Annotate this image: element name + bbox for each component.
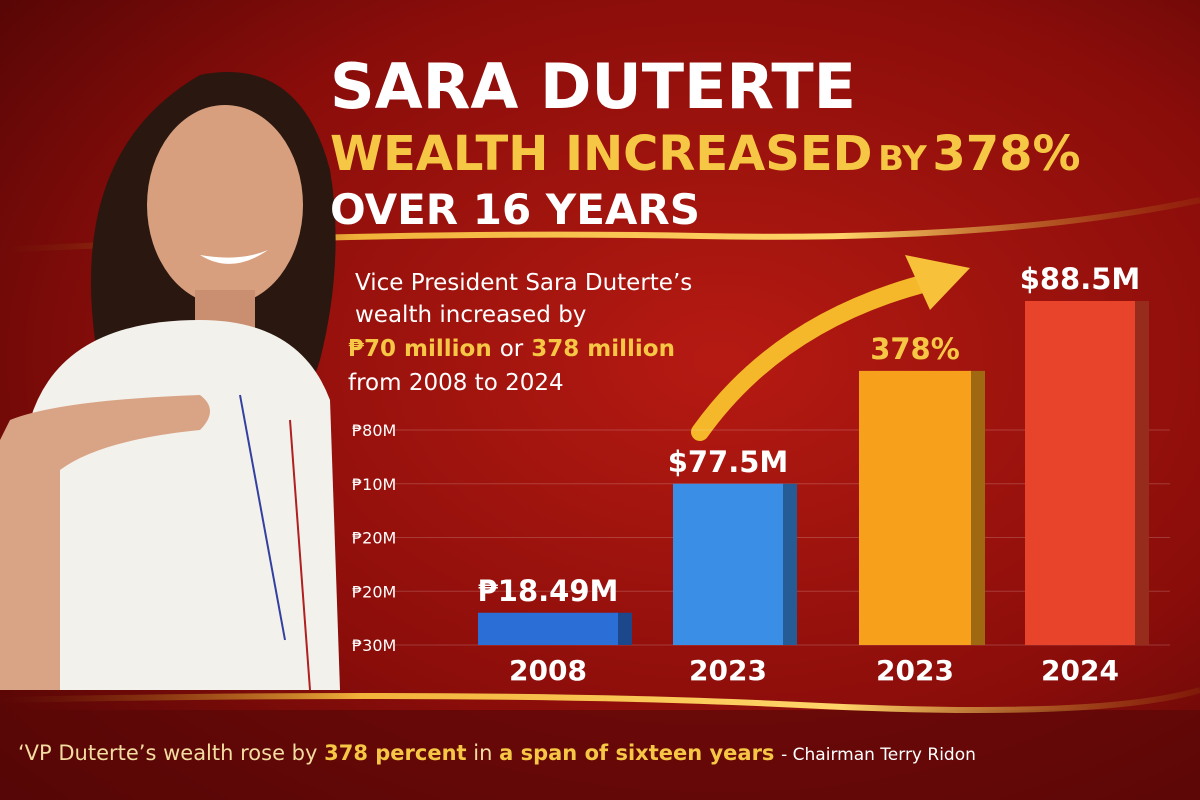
highlight: 378 million bbox=[531, 336, 675, 362]
bar bbox=[1025, 301, 1135, 645]
headline-sub: OVER 16 YEARS bbox=[330, 185, 700, 234]
bar bbox=[673, 483, 783, 645]
bar-chart: ₱30M ₱20M ₱20M ₱10M ₱80M ₱18.49M 2008 $77.5M 202… bbox=[352, 262, 1170, 687]
title: SARA DUTERTE bbox=[330, 50, 856, 123]
headline-main: WEALTH INCREASED bbox=[330, 126, 873, 182]
description-line: Vice President Sara Duterte’s bbox=[355, 270, 692, 296]
bar-label: $77.5M bbox=[668, 445, 789, 479]
y-tick-label: ₱20M bbox=[352, 529, 396, 548]
headline-by: BY bbox=[878, 139, 927, 179]
quote-part: a span of sixteen years bbox=[499, 741, 774, 765]
y-tick-label: ₱10M bbox=[352, 475, 396, 494]
description-line: from 2008 to 2024 bbox=[348, 370, 564, 396]
quote-part: ‘VP Duterte’s wealth rose by bbox=[18, 741, 317, 765]
bar-side bbox=[969, 370, 985, 645]
bar-label: 378% bbox=[870, 332, 960, 366]
y-tick-label: ₱20M bbox=[352, 582, 396, 601]
bar-side bbox=[616, 612, 632, 645]
headline-pct: 378% bbox=[932, 126, 1080, 182]
bar-label: ₱18.49M bbox=[478, 574, 619, 608]
x-tick-label: 2008 bbox=[509, 654, 587, 687]
footer-band bbox=[0, 710, 1200, 800]
description-line: ₱70 million or 378 million bbox=[348, 336, 675, 362]
y-tick-label: ₱30M bbox=[352, 636, 396, 655]
bar-side bbox=[1133, 301, 1149, 645]
x-tick-label: 2024 bbox=[1041, 654, 1119, 687]
portrait bbox=[0, 72, 340, 691]
bar bbox=[478, 612, 618, 645]
x-tick-label: 2023 bbox=[689, 654, 767, 687]
quote-part: in bbox=[473, 741, 492, 765]
y-tick-label: ₱80M bbox=[352, 421, 396, 440]
quote-part: 378 percent bbox=[324, 741, 466, 765]
x-tick-label: 2023 bbox=[876, 654, 954, 687]
connector: or bbox=[500, 336, 524, 362]
gold-swoosh bbox=[0, 687, 1200, 713]
description-line: wealth increased by bbox=[355, 302, 586, 328]
quote: ‘VP Duterte’s wealth rose by 378 percent… bbox=[18, 741, 976, 765]
trend-arrow bbox=[691, 255, 970, 441]
highlight: ₱70 million bbox=[348, 336, 492, 362]
bar-label: $88.5M bbox=[1020, 262, 1141, 296]
quote-part: - Chairman Terry Ridon bbox=[781, 745, 976, 765]
bar-side bbox=[781, 483, 797, 645]
bar bbox=[859, 370, 971, 645]
headline: WEALTH INCREASED BY 378% bbox=[330, 126, 1081, 182]
